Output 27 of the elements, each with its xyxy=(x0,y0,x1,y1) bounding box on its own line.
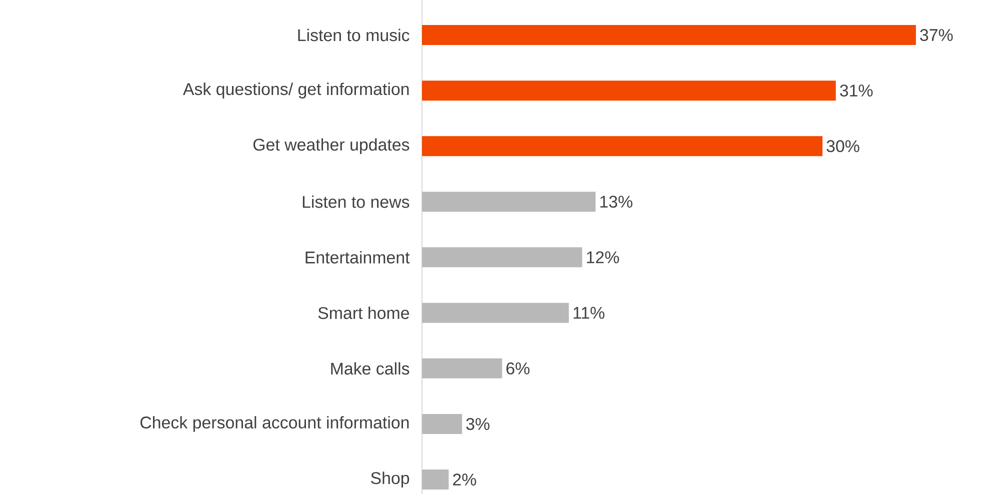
y-tick-label: Make calls xyxy=(331,362,410,375)
data-label: 13% xyxy=(600,196,632,208)
y-tick-label: Shop xyxy=(371,472,410,488)
y-tick-label: Listen to news xyxy=(302,196,410,208)
bar xyxy=(422,80,836,101)
bar xyxy=(422,358,502,378)
bar xyxy=(422,192,596,212)
data-label: 6% xyxy=(506,362,530,374)
data-label: 12% xyxy=(587,251,619,264)
y-tick-label: Smart home xyxy=(318,306,410,320)
data-label: 37% xyxy=(920,29,953,42)
bar xyxy=(422,302,569,323)
data-label: 11% xyxy=(574,306,604,319)
y-tick-label: Ask questions/ get information xyxy=(182,82,409,98)
bar xyxy=(422,25,916,46)
bar xyxy=(422,414,462,434)
data-label: 3% xyxy=(466,418,490,430)
bar xyxy=(422,136,822,156)
y-tick-label: Check personal account information xyxy=(140,416,409,432)
data-label: 30% xyxy=(826,140,860,152)
bar xyxy=(422,470,449,490)
bar xyxy=(422,247,582,268)
y-tick-label: Entertainment xyxy=(306,251,410,264)
data-label: 2% xyxy=(453,474,476,486)
y-tick-label: Get weather updates xyxy=(253,138,410,154)
y-tick-label: Listen to music xyxy=(298,28,410,42)
data-label: 31% xyxy=(840,84,873,97)
